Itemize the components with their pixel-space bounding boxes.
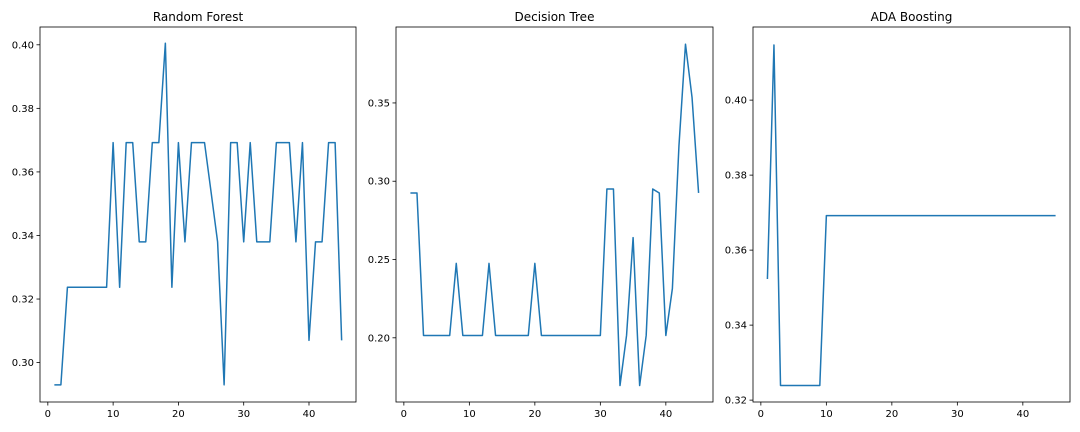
decision-tree-axes-frame xyxy=(395,26,714,403)
ada-boosting-y-tick-label: 0.32 xyxy=(725,396,747,407)
ada-boosting-chart-title: ADA Boosting xyxy=(871,10,953,24)
decision-tree-x-tick-label: 10 xyxy=(463,409,476,420)
ada-boosting-y-tick-label: 0.40 xyxy=(725,96,747,107)
random-forest-panel: 0 10 20 30 40 0.30 0.32 0.34 0.36 0.38 0.40 Random … xyxy=(12,10,357,420)
ada-boosting-x-tick-label: 30 xyxy=(951,409,964,420)
random-forest-y-tick-label: 0.34 xyxy=(12,231,34,242)
random-forest-axes-frame xyxy=(39,26,357,403)
decision-tree-x-tick-label: 0 xyxy=(401,409,407,420)
ada-boosting-x-tick-label: 40 xyxy=(1016,409,1029,420)
ada-boosting-series-line xyxy=(766,44,1056,387)
random-forest-chart-title: Random Forest xyxy=(153,10,244,24)
ada-boosting-axes-frame xyxy=(752,26,1071,403)
random-forest-y-tick-label: 0.32 xyxy=(12,295,34,306)
random-forest-x-tick-label: 0 xyxy=(45,409,51,420)
random-forest-x-tick-label: 20 xyxy=(172,409,185,420)
ada-boosting-y-tick-label: 0.38 xyxy=(725,171,747,182)
ada-boosting-x-tick-label: 20 xyxy=(885,409,898,420)
random-forest-y-tick-label: 0.40 xyxy=(12,40,34,51)
ada-boosting-panel: 0 10 20 30 40 0.32 0.34 0.36 0.38 0.40 ADA Boostin… xyxy=(725,10,1071,420)
decision-tree-x-tick-label: 40 xyxy=(659,409,672,420)
ada-boosting-x-tick-label: 10 xyxy=(820,409,833,420)
random-forest-x-tick-label: 40 xyxy=(303,409,316,420)
decision-tree-y-tick-label: 0.20 xyxy=(368,333,390,344)
ada-boosting-y-tick-label: 0.36 xyxy=(725,246,747,257)
ada-boosting-x-tick-label: 0 xyxy=(758,409,764,420)
random-forest-y-tick-label: 0.30 xyxy=(12,358,34,369)
decision-tree-y-tick-label: 0.35 xyxy=(368,98,390,109)
decision-tree-panel: 0 10 20 30 40 0.20 0.25 0.30 0.35 Decision Tree xyxy=(368,10,714,420)
decision-tree-chart-title: Decision Tree xyxy=(515,10,595,24)
decision-tree-x-tick-label: 20 xyxy=(528,409,541,420)
ada-boosting-y-tick-label: 0.34 xyxy=(725,321,747,332)
random-forest-y-tick-label: 0.38 xyxy=(12,104,34,115)
random-forest-x-tick-label: 10 xyxy=(107,409,120,420)
decision-tree-y-tick-label: 0.30 xyxy=(368,177,390,188)
decision-tree-y-tick-label: 0.25 xyxy=(368,255,390,266)
decision-tree-series-line xyxy=(410,43,700,387)
random-forest-series-line xyxy=(54,42,343,386)
random-forest-x-tick-label: 30 xyxy=(237,409,250,420)
random-forest-y-tick-label: 0.36 xyxy=(12,167,34,178)
decision-tree-x-tick-label: 30 xyxy=(594,409,607,420)
